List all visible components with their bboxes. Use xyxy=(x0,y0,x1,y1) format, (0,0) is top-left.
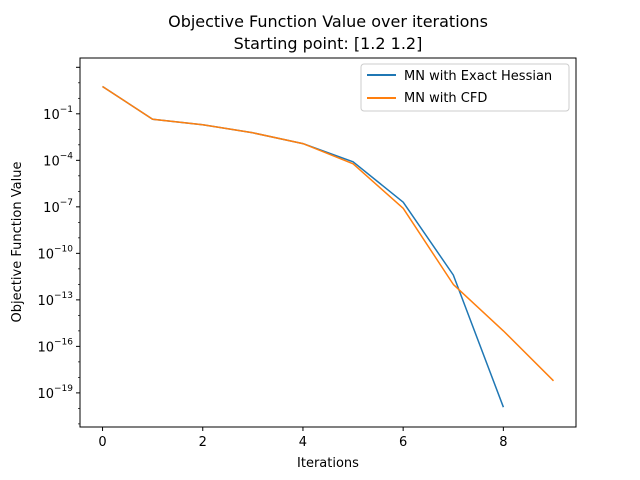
y-tick-label: 10−16 xyxy=(37,337,73,355)
x-tick-label: 0 xyxy=(98,435,106,450)
chart-title: Objective Function Value over iterations xyxy=(168,12,488,31)
series-line-0 xyxy=(102,85,505,408)
y-tick-label: 10−7 xyxy=(43,198,73,216)
x-axis-label: Iterations xyxy=(297,456,359,471)
legend-box xyxy=(360,63,570,112)
y-tick-label: 10−19 xyxy=(37,384,73,402)
chart-subtitle: Starting point: [1.2 1.2] xyxy=(234,34,423,53)
x-tick-label: 2 xyxy=(199,435,207,450)
series-lines xyxy=(102,85,555,408)
series-line-1 xyxy=(102,85,555,382)
plot-frame xyxy=(79,57,577,428)
legend: MN with Exact Hessian MN with CFD xyxy=(360,63,570,112)
y-axis-ticks: 10−1 10−4 10−7 10−10 10−13 10−16 10−19 xyxy=(37,66,80,425)
x-tick-label: 8 xyxy=(499,435,507,450)
y-tick-label: 10−4 xyxy=(43,151,73,169)
x-axis-ticks: 0 2 4 6 8 xyxy=(98,427,507,450)
legend-label-exact-hessian: MN with Exact Hessian xyxy=(404,69,552,84)
y-tick-label: 10−1 xyxy=(43,105,73,123)
y-axis-label: Objective Function Value xyxy=(10,162,25,323)
x-tick-label: 6 xyxy=(399,435,407,450)
y-tick-label: 10−10 xyxy=(37,244,73,262)
y-tick-label: 10−13 xyxy=(37,291,73,309)
legend-label-cfd: MN with CFD xyxy=(404,91,487,106)
x-tick-label: 4 xyxy=(299,435,307,450)
